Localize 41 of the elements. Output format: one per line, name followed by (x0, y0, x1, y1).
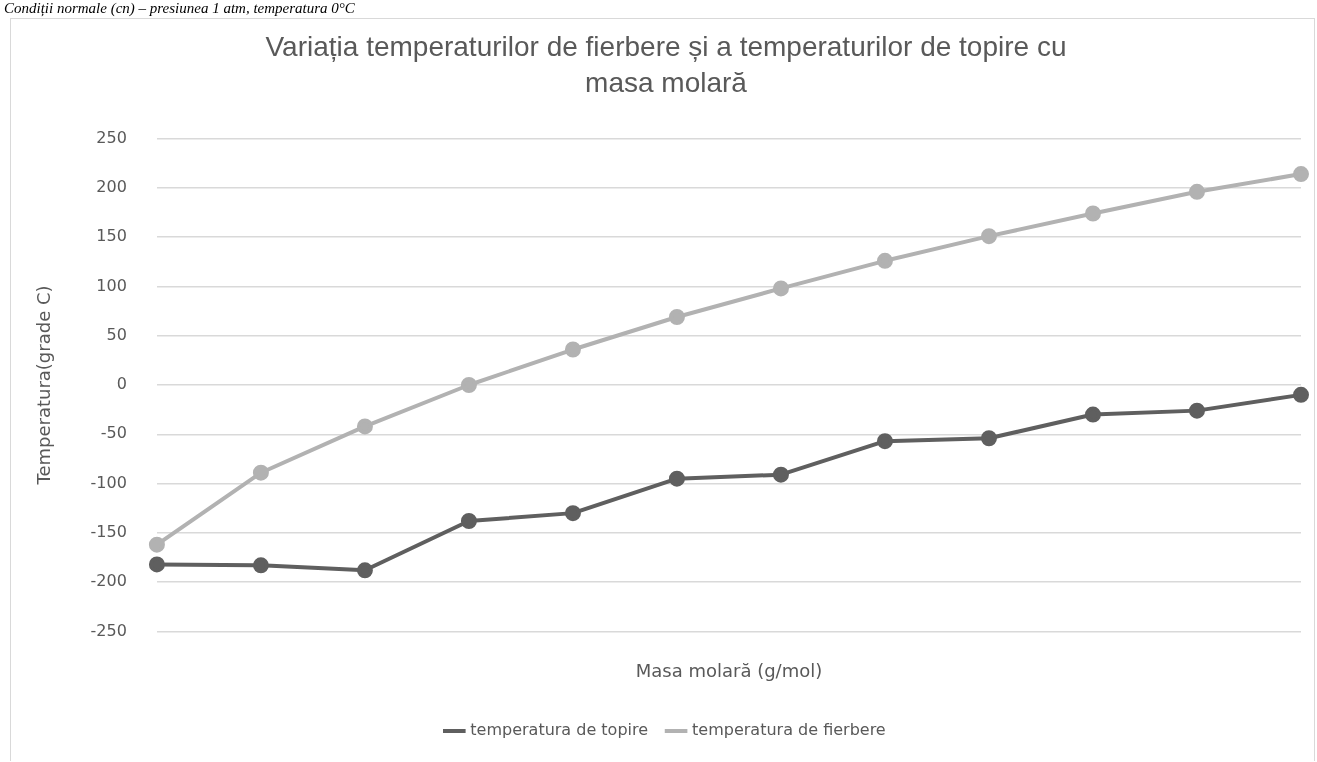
y-tick-label: 0 (116, 374, 127, 394)
y-tick-label: 100 (96, 275, 127, 295)
y-tick-label: -250 (90, 620, 127, 640)
point (356, 418, 373, 435)
y-tick-label: 250 (96, 127, 127, 147)
y-tick-label: 150 (96, 226, 127, 246)
legend-label: temperatura de fierbere (692, 720, 886, 740)
point (772, 466, 789, 483)
legend-label: temperatura de topire (470, 720, 649, 740)
y-tick-label: -100 (90, 472, 127, 492)
point (1188, 402, 1205, 419)
y-tick-label: -50 (100, 423, 127, 443)
x-axis-title: Masa molară (g/mol) (635, 659, 823, 681)
point (1084, 205, 1101, 222)
point (876, 433, 893, 450)
y-tick-label: 50 (106, 324, 127, 344)
point (980, 228, 997, 245)
point (148, 536, 165, 553)
text: Condiții normale (cn) – presiunea 1 atm, temperatura 0°C (4, 0, 355, 17)
y-tick-label: 200 (96, 177, 127, 197)
point (356, 562, 373, 579)
y-tick-label: -200 (90, 571, 127, 591)
point (668, 470, 685, 487)
point (876, 252, 893, 269)
point (252, 557, 269, 574)
point (772, 280, 789, 297)
point (1293, 166, 1309, 183)
point (148, 556, 165, 573)
point (460, 377, 477, 393)
y-tick-label: -150 (90, 522, 127, 541)
point (460, 513, 477, 530)
point (1293, 386, 1309, 403)
chart-title: Variația temperaturilor de fierbere și a temperaturilor de topire cu masa molară (264, 30, 1068, 100)
point (252, 464, 269, 481)
point (668, 308, 685, 325)
y-axis-title: Temperatura(grade C) (33, 285, 55, 486)
point (564, 341, 581, 358)
point (1188, 183, 1205, 200)
point (1084, 406, 1101, 423)
point (980, 430, 997, 447)
point (564, 505, 581, 522)
